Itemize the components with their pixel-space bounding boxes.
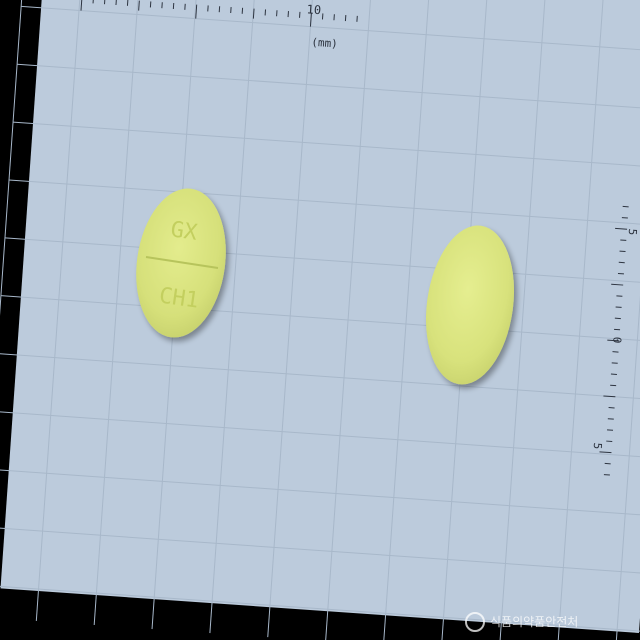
- grid-line-vertical: [93, 0, 143, 626]
- watermark-text: 식품의약품안전처: [490, 614, 578, 629]
- grid-line-horizontal: [0, 468, 640, 519]
- grid-line-vertical: [325, 0, 374, 640]
- grid-line-vertical: [209, 0, 258, 634]
- right-ruler-tick: [611, 283, 624, 286]
- tablet-front-imprint-top: GX: [169, 217, 199, 246]
- grid-line-vertical: [35, 0, 85, 621]
- top-ruler-tick: [138, 0, 140, 11]
- grid-line-vertical: [556, 0, 605, 640]
- grid-line-horizontal: [21, 5, 640, 56]
- grid-line-vertical: [0, 0, 27, 617]
- top-ruler-tick: [195, 4, 198, 19]
- right-ruler-tick: [603, 395, 616, 398]
- right-ruler-tick: [607, 339, 620, 342]
- right-ruler-ticks: [599, 205, 629, 476]
- right-ruler-tick: [599, 451, 612, 454]
- grid-line-vertical: [267, 0, 316, 638]
- grid-line-horizontal: [8, 179, 640, 230]
- top-ruler-unit: (mm): [311, 36, 338, 51]
- grid-line-horizontal: [13, 121, 640, 172]
- grid-line-horizontal: [0, 410, 640, 461]
- tablet-front-score-line: [145, 256, 219, 269]
- watermark-logo: [465, 612, 485, 632]
- grid-line-horizontal: [0, 526, 640, 577]
- grid-line-horizontal: [0, 353, 640, 403]
- top-ruler-ticks: [80, 0, 358, 27]
- grid-line-horizontal: [0, 584, 640, 635]
- grid-line-vertical: [498, 0, 548, 640]
- grid-line-horizontal: [4, 237, 640, 288]
- tablet-front-imprint-bottom: CH1: [157, 283, 200, 313]
- right-ruler-tick: [615, 227, 628, 230]
- tablet-back-body: [425, 225, 515, 385]
- right-ruler-label-0: 0: [610, 336, 623, 344]
- right-ruler: 5 0 5: [591, 205, 639, 476]
- top-ruler-label-10: 10: [306, 2, 321, 17]
- tablet-back: [425, 225, 515, 385]
- top-ruler-tick: [309, 12, 312, 27]
- top-ruler-tick: [252, 8, 255, 19]
- grid-line-horizontal: [0, 295, 640, 346]
- right-ruler-label-lower-5: 5: [591, 442, 604, 450]
- grid-line-vertical: [382, 0, 432, 640]
- grid-line-vertical: [614, 0, 640, 640]
- watermark: 식품의약품안전처: [465, 612, 578, 632]
- tablet-front: GX CH1: [136, 188, 226, 338]
- top-ruler: 0 10 (mm): [80, 0, 358, 51]
- top-ruler-tick: [80, 0, 83, 11]
- right-ruler-label-upper-5: 5: [626, 228, 639, 236]
- grid-line-horizontal: [17, 63, 640, 114]
